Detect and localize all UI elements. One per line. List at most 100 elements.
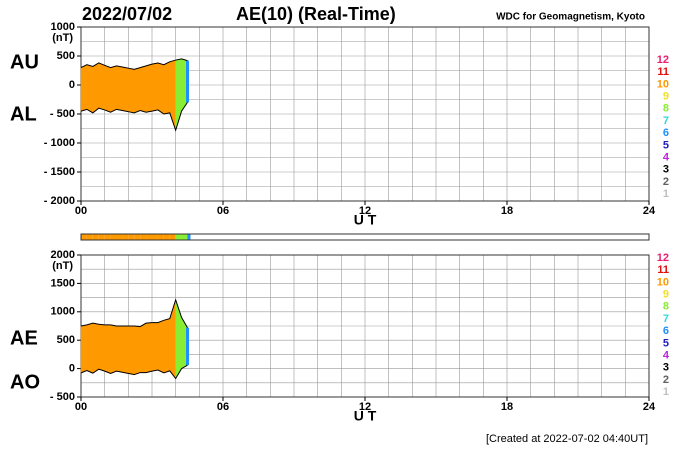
station-fill <box>169 59 176 131</box>
station-legend: 5 <box>663 139 669 151</box>
coverage-frame <box>80 233 650 241</box>
station-legend: 6 <box>663 325 669 337</box>
coverage-segment <box>128 234 135 240</box>
series-name: AO <box>10 371 40 393</box>
x-tick-label: 12 <box>359 401 371 413</box>
station-fill <box>122 325 129 374</box>
station-legend: 10 <box>657 78 669 90</box>
coverage-segment <box>175 234 182 240</box>
series-name: AL <box>10 103 37 125</box>
y-tick-label: 0 <box>69 79 75 91</box>
station-fill <box>157 62 165 115</box>
x-tick-label: 06 <box>217 205 229 217</box>
y-tick-label: - 2000 <box>44 195 75 207</box>
y-tick-label: 1000 <box>51 21 75 33</box>
station-fill <box>134 67 141 114</box>
x-tick-label: 18 <box>501 205 513 217</box>
station-fill <box>104 64 111 113</box>
station-legend: 3 <box>663 164 669 176</box>
station-fill <box>116 325 123 373</box>
station-legend: 2 <box>663 176 669 188</box>
x-tick-label: 24 <box>643 205 656 217</box>
station-fill <box>92 62 99 114</box>
x-axis-label: U T <box>354 408 377 424</box>
station-legend: 6 <box>663 127 669 139</box>
station-legend: 9 <box>663 91 669 103</box>
y-unit: (nT) <box>52 260 73 272</box>
series-name: AE <box>10 327 38 349</box>
x-tick-label: 24 <box>643 401 656 413</box>
series-name: AU <box>10 51 39 73</box>
chart-title: AE(10) (Real-Time) <box>236 4 396 24</box>
station-legend: 4 <box>663 152 670 164</box>
station-fill <box>80 324 88 374</box>
series-line <box>80 58 188 70</box>
coverage-segment <box>81 234 87 240</box>
station-fill <box>151 322 159 372</box>
y-tick-label: - 500 <box>50 391 75 403</box>
station-legend: 8 <box>663 301 669 313</box>
station-fill <box>122 66 129 112</box>
station-legend: 2 <box>663 374 669 386</box>
coverage-segment <box>181 234 188 240</box>
station-fill <box>110 65 117 113</box>
coverage-segment <box>116 234 123 240</box>
station-fill <box>128 67 135 114</box>
coverage-segment <box>152 234 158 240</box>
coverage-segment <box>104 234 111 240</box>
station-fill <box>86 322 94 374</box>
station-legend: 7 <box>663 313 669 325</box>
station-fill <box>98 62 105 111</box>
y-tick-label: 2000 <box>51 249 75 261</box>
station-legend: 7 <box>663 115 669 127</box>
x-tick-label: 12 <box>359 205 371 217</box>
station-legend: 9 <box>663 289 669 301</box>
series-line <box>80 102 188 132</box>
station-fill <box>92 322 99 374</box>
coverage-segment <box>146 234 152 240</box>
coverage-segment <box>122 234 129 240</box>
coverage-segment <box>86 234 93 240</box>
station-legend: 8 <box>663 103 669 115</box>
coverage-segment <box>163 234 170 240</box>
station-fill <box>104 324 111 374</box>
station-fill <box>157 319 165 374</box>
station-fill <box>145 63 153 113</box>
series-line <box>80 364 188 380</box>
station-fill <box>98 324 105 372</box>
footer: [Created at 2022-07-02 04:40UT] <box>486 433 648 445</box>
y-tick-label: - 1000 <box>44 137 75 149</box>
station-fill <box>86 64 94 114</box>
y-tick-label: 1500 <box>51 277 75 289</box>
date-title: 2022/07/02 <box>82 4 172 24</box>
coverage-segment <box>187 234 191 240</box>
station-fill <box>139 65 147 113</box>
coverage-segment <box>110 234 117 240</box>
y-tick-label: 500 <box>57 334 75 346</box>
station-fill <box>163 61 170 115</box>
y-tick-label: - 1500 <box>44 166 75 178</box>
x-tick-label: 06 <box>217 401 229 413</box>
station-legend: 1 <box>663 386 669 398</box>
station-legend: 10 <box>657 276 669 288</box>
station-legend: 1 <box>663 188 669 200</box>
station-fill <box>128 325 135 375</box>
y-tick-label: 1000 <box>51 306 75 318</box>
station-legend: 5 <box>663 337 669 349</box>
station-legend: 11 <box>657 66 669 78</box>
station-legend: 4 <box>663 350 670 362</box>
x-tick-label: 18 <box>501 401 513 413</box>
x-tick-label: 00 <box>75 401 87 413</box>
y-tick-label: - 500 <box>50 108 75 120</box>
y-tick-label: 500 <box>57 50 75 62</box>
x-tick-label: 00 <box>75 205 87 217</box>
station-legend: 12 <box>657 54 669 66</box>
station-legend: 11 <box>657 264 669 276</box>
coverage-segment <box>134 234 141 240</box>
y-tick-label: 0 <box>69 363 75 375</box>
source: WDC for Geomagnetism, Kyoto <box>496 12 645 23</box>
station-fill <box>134 325 141 375</box>
station-fill <box>145 322 153 373</box>
coverage-segment <box>140 234 147 240</box>
